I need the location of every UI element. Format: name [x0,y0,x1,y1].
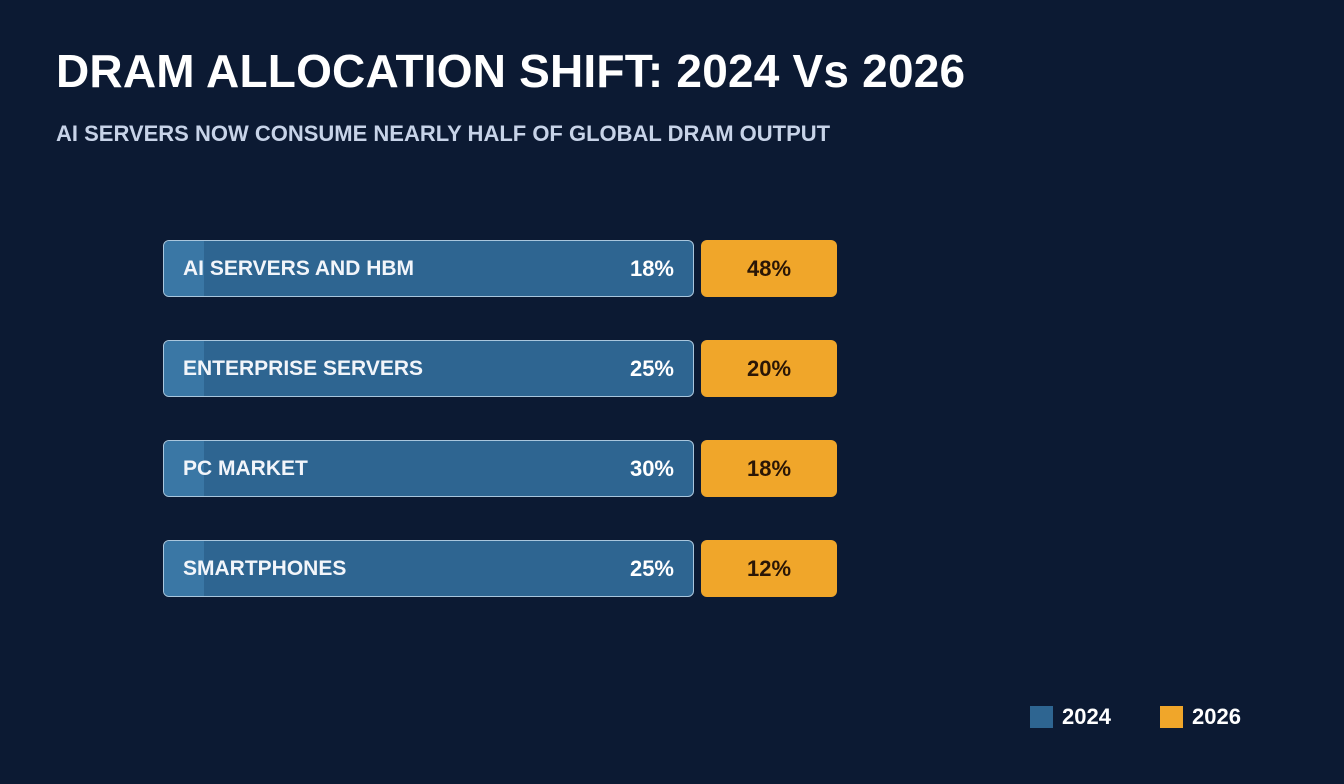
value-label-2024: 25% [629,356,674,381]
chart-subtitle: AI SERVERS NOW CONSUME NEARLY HALF OF GL… [56,121,831,146]
bar-accent [164,441,204,496]
value-label-2024: 25% [629,556,674,581]
category-label: AI SERVERS AND HBM [183,257,415,280]
bar-2024: AI SERVERS AND HBM 18% [163,240,694,297]
value-label-2024: 30% [629,456,674,481]
bar-2026: 12% [701,540,837,597]
legend-swatch-2024 [1030,706,1053,728]
bar-2024: SMARTPHONES 25% [163,540,694,597]
chart-row: ENTERPRISE SERVERS 25% 20% [163,340,843,397]
category-label: SMARTPHONES [183,557,347,580]
chart-row: AI SERVERS AND HBM 18% 48% [163,240,843,297]
legend-label-2026: 2026 [1192,704,1241,729]
bar-2024: ENTERPRISE SERVERS 25% [163,340,694,397]
chart-title: DRAM ALLOCATION SHIFT: 2024 Vs 2026 [56,45,966,97]
bar-2024: PC MARKET 30% [163,440,694,497]
legend-label-2024: 2024 [1062,704,1111,729]
category-label: ENTERPRISE SERVERS [183,357,424,380]
bar-2026: 48% [701,240,837,297]
bar-2026: 20% [701,340,837,397]
chart-row: PC MARKET 30% 18% [163,440,843,497]
chart-row: SMARTPHONES 25% 12% [163,540,843,597]
category-label: PC MARKET [183,457,308,480]
bar-2026: 18% [701,440,837,497]
value-label-2024: 18% [629,256,674,281]
bar-accent [164,241,204,296]
bar-accent [164,341,204,396]
legend-swatch-2026 [1160,706,1183,728]
bar-accent [164,541,204,596]
